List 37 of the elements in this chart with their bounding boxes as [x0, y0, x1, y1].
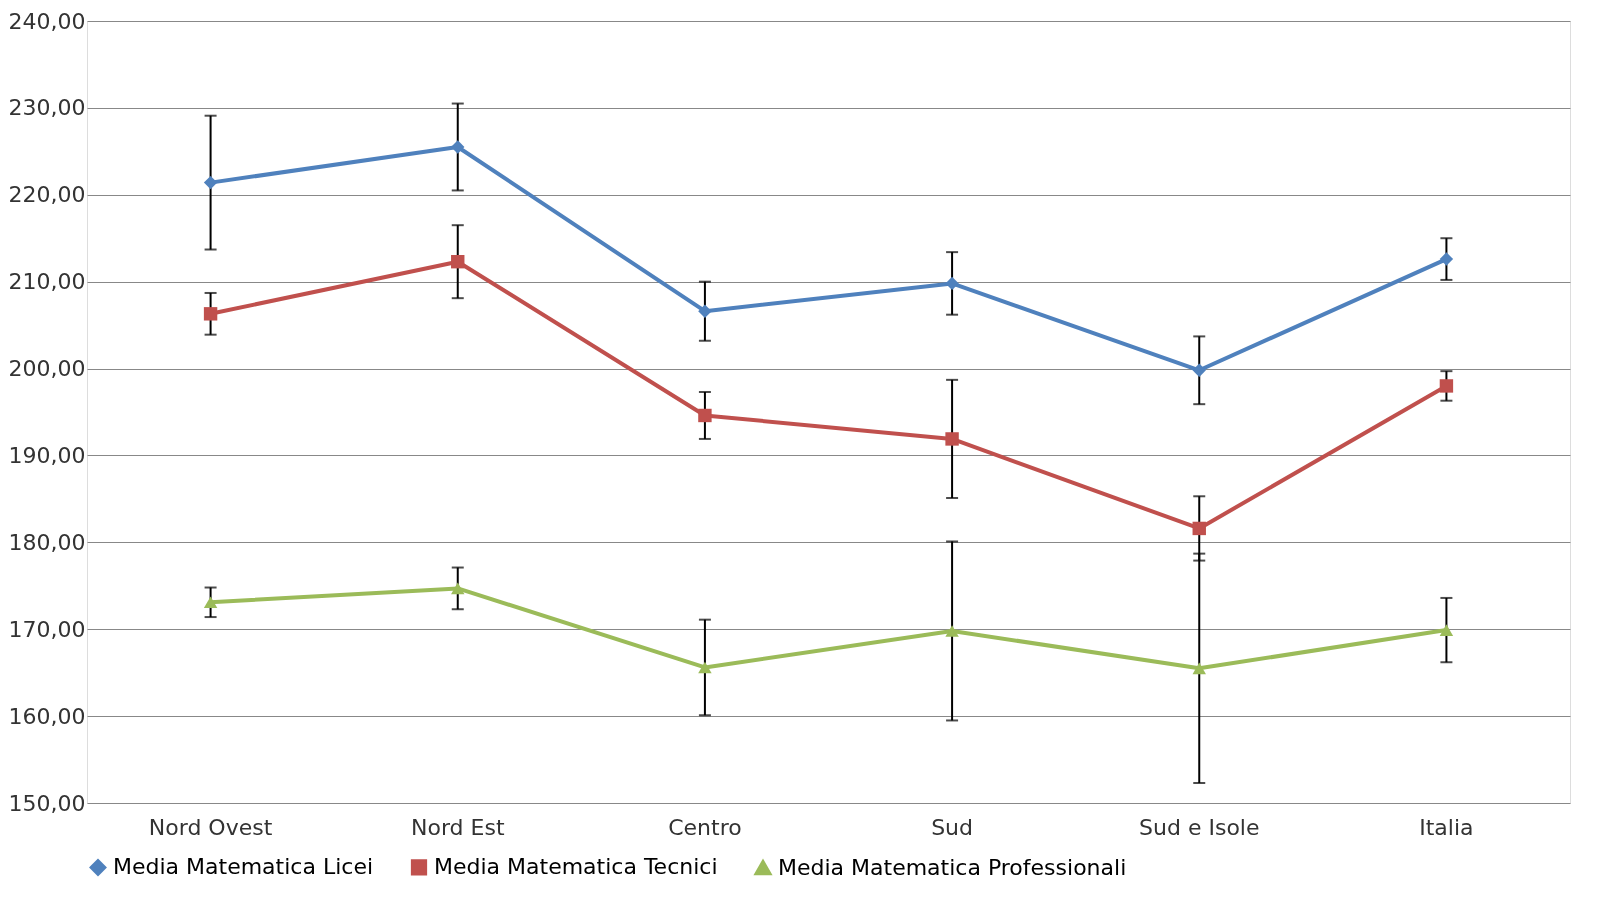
- y-tick-label: 210,00: [8, 269, 86, 295]
- x-tick-label: Sud: [931, 814, 974, 840]
- point: [1192, 363, 1206, 377]
- point: [451, 254, 465, 269]
- y-tick-label: 160,00: [8, 703, 86, 729]
- y-tick-label: 180,00: [8, 529, 86, 555]
- x-tick-label: Italia: [1419, 814, 1474, 840]
- point: [945, 432, 959, 446]
- point: [1439, 379, 1454, 393]
- legend-label: Media Matematica Tecnici: [434, 854, 718, 880]
- point: [203, 175, 218, 190]
- point: [451, 582, 465, 595]
- x-tick-label: Centro: [668, 814, 742, 840]
- point: [1439, 624, 1454, 636]
- point: [1439, 252, 1454, 266]
- point: [1192, 521, 1206, 536]
- legend-label: Media Matematica Licei: [113, 854, 374, 880]
- point: [698, 304, 712, 318]
- point: [945, 625, 959, 637]
- y-tick-label: 190,00: [8, 442, 86, 468]
- legend-label: Media Matematica Professionali: [778, 854, 1127, 880]
- point: [945, 276, 959, 291]
- y-tick-label: 150,00: [8, 790, 86, 816]
- y-tick-label: 200,00: [8, 356, 86, 382]
- point: [203, 307, 218, 321]
- y-tick-label: 170,00: [8, 616, 86, 642]
- x-tick-label: Nord Est: [410, 814, 505, 840]
- x-tick-label: Sud e Isole: [1139, 814, 1260, 840]
- y-tick-label: 240,00: [8, 8, 86, 34]
- point: [698, 661, 712, 674]
- point: [203, 596, 218, 609]
- point: [698, 408, 712, 423]
- point: [451, 140, 465, 154]
- point: [1192, 662, 1206, 675]
- x-tick-label: Nord Ovest: [148, 814, 273, 840]
- y-tick-label: 220,00: [8, 182, 86, 208]
- y-tick-label: 230,00: [8, 95, 86, 121]
